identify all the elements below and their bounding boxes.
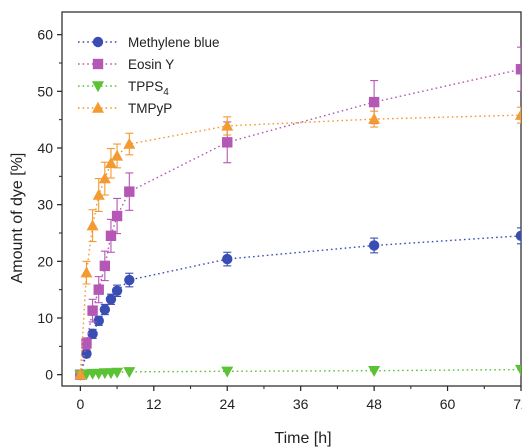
data-point-methylene-blue	[93, 315, 104, 327]
data-point-methylene-blue	[515, 230, 521, 242]
data-point-tmpyp	[80, 266, 93, 278]
data-point-tmpyp	[111, 149, 124, 161]
data-point-tmpyp	[368, 112, 381, 124]
legend-label: Eosin Y	[128, 57, 174, 72]
data-point-methylene-blue	[99, 304, 111, 315]
data-point-eosin-y	[368, 96, 380, 108]
series-tmpyp	[74, 106, 521, 380]
x-tick-label: 0	[76, 396, 84, 412]
data-point-tpps4	[368, 366, 381, 377]
series-eosin-y	[75, 46, 521, 380]
data-point-eosin-y	[124, 186, 135, 197]
series-line-tmpyp	[79, 114, 521, 375]
y-axis-label: Amount of dye [%]	[9, 153, 26, 284]
legend: Methylene blue Eosin Y TPPS4 TMPyP	[78, 35, 220, 116]
data-point-tmpyp	[221, 119, 234, 131]
series-line-methylene-blue	[79, 235, 521, 375]
legend-item-tpps4: TPPS4	[78, 79, 169, 98]
series-tpps4	[74, 364, 521, 381]
error-bar	[517, 46, 521, 92]
series-line-tpps4	[80, 368, 521, 376]
data-point-tpps4	[123, 367, 136, 379]
data-point-eosin-y	[99, 260, 111, 272]
data-point-tpps4	[515, 364, 521, 376]
data-point-tmpyp	[86, 219, 99, 231]
legend-label: TPPS4	[128, 79, 169, 98]
data-point-tmpyp	[515, 108, 521, 120]
data-point-eosin-y	[93, 284, 104, 295]
data-point-tmpyp	[123, 137, 136, 149]
y-tick-label: 0	[45, 367, 53, 383]
data-point-methylene-blue	[87, 328, 98, 340]
y-tick-label: 10	[37, 310, 53, 326]
data-point-methylene-blue	[81, 348, 92, 359]
x-tick-label: 36	[293, 396, 309, 412]
y-tick-label: 60	[37, 27, 53, 43]
data-point-tmpyp	[92, 188, 105, 200]
data-point-methylene-blue	[105, 294, 117, 305]
x-tick-label: 48	[366, 396, 382, 412]
data-point-methylene-blue	[124, 274, 135, 286]
y-tick-label: 50	[37, 83, 53, 99]
legend-marker	[92, 36, 104, 48]
y-tick-label: 20	[37, 253, 53, 269]
plot-frame	[61, 11, 522, 387]
x-tick-label: 60	[440, 396, 456, 412]
data-point-tmpyp	[74, 368, 87, 380]
y-axis-ticks: 0 10 20 30 40 50 60	[37, 27, 62, 383]
legend-item-eosin-y: Eosin Y	[78, 57, 174, 72]
data-point-eosin-y	[111, 210, 123, 222]
axes	[61, 11, 522, 387]
y-tick-label: 30	[37, 197, 53, 213]
legend-label: TMPyP	[128, 101, 172, 116]
data-point-eosin-y	[515, 64, 521, 75]
legend-item-tmpyp: TMPyP	[78, 101, 172, 116]
data-point-eosin-y	[222, 137, 233, 148]
data-point-eosin-y	[81, 338, 92, 349]
legend-label: Methylene blue	[128, 35, 220, 50]
series-methylene-blue	[75, 227, 521, 380]
x-axis-ticks: 0 12 24 36 48 60 72	[76, 386, 522, 412]
series-line-eosin-y	[79, 68, 521, 375]
data-point-methylene-blue	[222, 253, 233, 265]
data-point-tpps4	[111, 367, 124, 379]
legend-marker	[92, 81, 104, 93]
y-tick-label: 40	[37, 140, 53, 156]
data-point-tpps4	[221, 366, 234, 378]
legend-item-methylene-blue: Methylene blue	[78, 35, 220, 50]
error-bar	[517, 227, 521, 245]
legend-marker	[92, 101, 104, 113]
legend-marker	[92, 58, 104, 70]
data-point-methylene-blue	[111, 285, 123, 296]
plot-area	[74, 46, 521, 381]
x-tick-label: 12	[146, 396, 162, 412]
data-point-methylene-blue	[368, 240, 380, 251]
x-axis-label: Time [h]	[274, 430, 331, 447]
data-point-eosin-y	[105, 230, 117, 242]
data-point-tmpyp	[104, 157, 117, 168]
x-tick-label: 24	[219, 396, 235, 412]
x-tick-label: 72	[513, 396, 522, 412]
error-bar	[517, 106, 521, 124]
data-point-eosin-y	[87, 305, 98, 316]
data-point-tmpyp	[98, 172, 111, 184]
